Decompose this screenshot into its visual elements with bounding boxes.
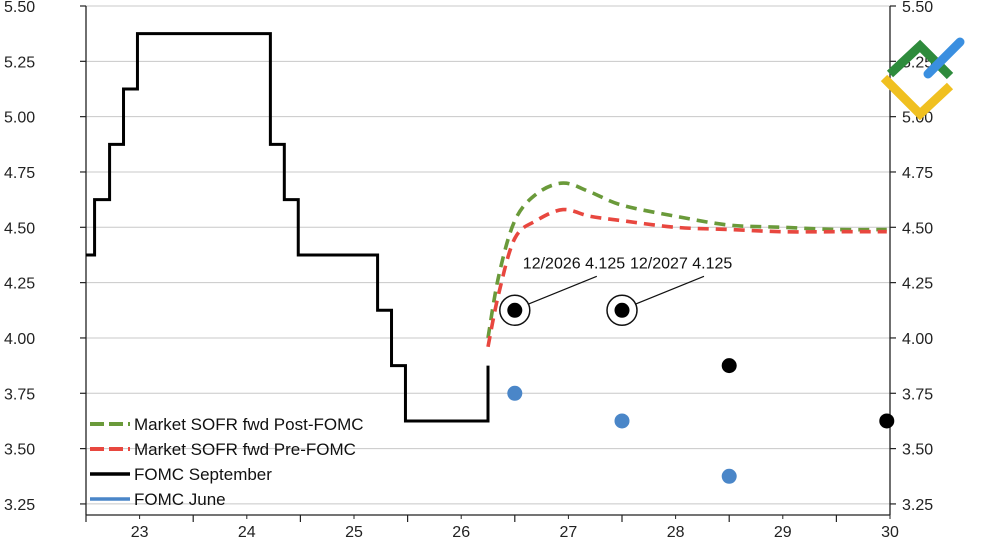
logo-yellow-chevron xyxy=(880,74,954,121)
x-tick-label: 24 xyxy=(238,524,256,541)
y-tick-label-left: 4.75 xyxy=(4,165,35,182)
series-line-1 xyxy=(486,207,887,348)
y-tick-label-right: 3.25 xyxy=(902,497,933,514)
annotation-label: 12/2026 4.125 xyxy=(523,255,625,272)
legend: Market SOFR fwd Post-FOMC Market SOFR fwd… xyxy=(90,415,364,509)
legend-label-0: Market SOFR fwd Post-FOMC xyxy=(134,415,364,434)
right-y-ticks: 3.253.503.754.004.254.504.755.005.255.50 xyxy=(890,0,933,514)
y-tick-label-left: 5.00 xyxy=(4,110,35,127)
september-dot xyxy=(507,302,523,318)
x-tick-label: 26 xyxy=(452,524,470,541)
september-dot xyxy=(879,413,895,429)
annotation-ring xyxy=(499,294,531,327)
y-tick-label-left: 5.50 xyxy=(4,0,35,16)
y-tick-label-right: 4.50 xyxy=(902,220,933,237)
x-tick-label: 27 xyxy=(560,524,578,541)
y-tick-label-left: 5.25 xyxy=(4,54,35,71)
y-tick-label-right: 4.25 xyxy=(902,276,933,293)
annotation-leader xyxy=(634,275,705,305)
legend-label-2: FOMC September xyxy=(134,465,272,484)
y-tick-label-right: 4.75 xyxy=(902,165,933,182)
legend-label-3: FOMC June xyxy=(134,490,226,509)
september-dot xyxy=(721,358,737,374)
fomc-dots xyxy=(507,302,895,484)
x-tick-label: 23 xyxy=(131,524,149,541)
annotation-label: 12/2027 4.125 xyxy=(630,255,732,272)
y-tick-label-right: 3.75 xyxy=(902,386,933,403)
chart-axes xyxy=(85,6,891,516)
brand-logo xyxy=(880,37,965,121)
y-tick-label-left: 3.25 xyxy=(4,497,35,514)
logo-blue-stroke xyxy=(923,37,965,79)
june-dot xyxy=(507,385,523,401)
y-tick-label-right: 5.50 xyxy=(902,0,933,16)
y-tick-label-left: 3.75 xyxy=(4,386,35,403)
left-y-ticks: 3.25 3.50 3.75 4.00 4.25 4.50 4.75 5.00 5.25 5.50 xyxy=(4,0,86,514)
annotations: 12/2026 4.125 12/2027 4.125 xyxy=(499,255,732,327)
x-ticks: 23 24 25 26 27 28 29 30 xyxy=(85,515,899,541)
series-line-2 xyxy=(86,32,490,423)
y-tick-label-left: 4.50 xyxy=(4,220,35,237)
y-tick-label-left: 4.00 xyxy=(4,331,35,348)
june-dot xyxy=(721,468,737,484)
x-tick-label: 30 xyxy=(881,524,899,541)
y-tick-label-left: 4.25 xyxy=(4,276,35,293)
annotation-leader xyxy=(527,275,598,305)
y-tick-label-left: 3.50 xyxy=(4,442,35,459)
june-dot xyxy=(614,413,630,429)
horizontal-gridlines xyxy=(86,5,890,505)
series-line-0 xyxy=(486,181,887,339)
legend-label-1: Market SOFR fwd Pre-FOMC xyxy=(134,440,356,459)
annotation-ring xyxy=(606,294,638,327)
series-lines xyxy=(86,32,887,423)
september-dot xyxy=(614,302,630,318)
x-tick-label: 28 xyxy=(667,524,685,541)
x-tick-label: 25 xyxy=(345,524,363,541)
y-tick-label-right: 4.00 xyxy=(902,331,933,348)
y-tick-label-right: 3.50 xyxy=(902,442,933,459)
x-tick-label: 29 xyxy=(774,524,792,541)
